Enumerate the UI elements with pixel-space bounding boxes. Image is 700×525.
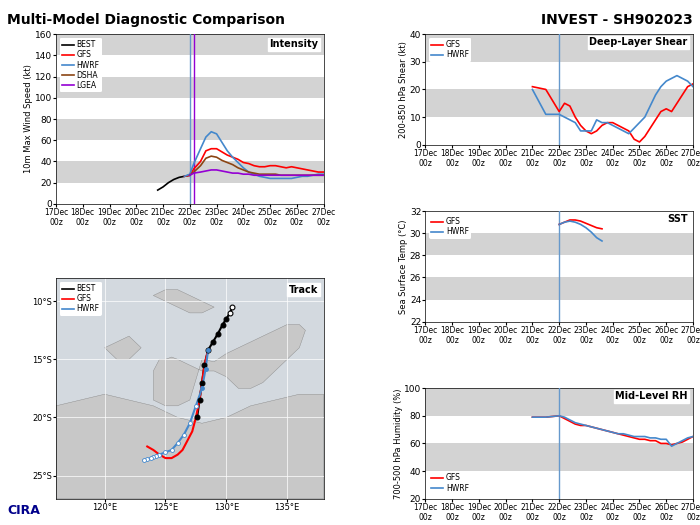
Bar <box>426 34 693 62</box>
Text: Mid-Level RH: Mid-Level RH <box>615 392 687 402</box>
Legend: GFS, HWRF: GFS, HWRF <box>429 38 471 61</box>
Bar <box>426 89 693 117</box>
Legend: BEST, GFS, HWRF, DSHA, LGEA: BEST, GFS, HWRF, DSHA, LGEA <box>60 38 102 92</box>
Text: SST: SST <box>667 214 687 225</box>
Legend: BEST, GFS, HWRF: BEST, GFS, HWRF <box>60 282 102 316</box>
Text: Intensity: Intensity <box>270 39 318 49</box>
Bar <box>426 278 693 300</box>
Text: CIRA: CIRA <box>7 504 40 517</box>
Bar <box>426 444 693 471</box>
Text: Deep-Layer Shear: Deep-Layer Shear <box>589 37 687 47</box>
Text: Track: Track <box>289 285 318 295</box>
Polygon shape <box>56 394 323 499</box>
Bar <box>56 119 323 140</box>
Y-axis label: 10m Max Wind Speed (kt): 10m Max Wind Speed (kt) <box>25 65 33 173</box>
Y-axis label: 200-850 hPa Shear (kt): 200-850 hPa Shear (kt) <box>399 41 408 138</box>
Legend: GFS, HWRF: GFS, HWRF <box>429 471 471 495</box>
Polygon shape <box>105 336 141 360</box>
Text: INVEST - SH902023: INVEST - SH902023 <box>541 13 693 27</box>
Legend: GFS, HWRF: GFS, HWRF <box>429 215 471 239</box>
Bar <box>56 162 323 183</box>
Y-axis label: Sea Surface Temp (°C): Sea Surface Temp (°C) <box>399 219 408 313</box>
Bar <box>426 233 693 255</box>
Y-axis label: 700-500 hPa Humidity (%): 700-500 hPa Humidity (%) <box>393 388 402 499</box>
Text: Multi-Model Diagnostic Comparison: Multi-Model Diagnostic Comparison <box>7 13 285 27</box>
Bar <box>56 34 323 55</box>
Bar <box>426 388 693 416</box>
Polygon shape <box>153 324 305 406</box>
Polygon shape <box>153 290 214 313</box>
Bar <box>56 77 323 98</box>
